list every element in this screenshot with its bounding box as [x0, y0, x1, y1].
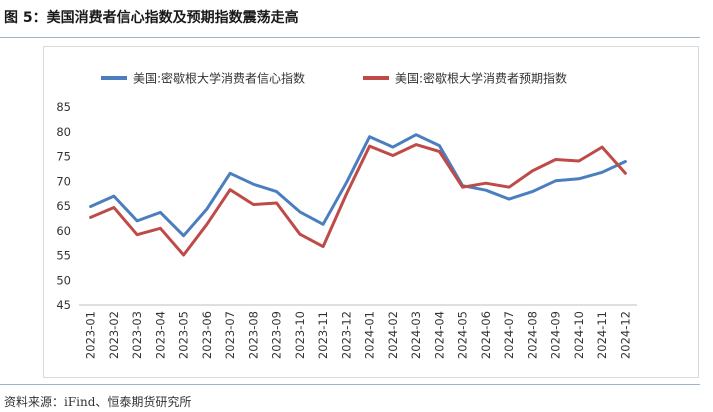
x-tick-label: 2024-06 — [479, 311, 493, 359]
y-tick-label: 55 — [56, 249, 71, 263]
confidence-line — [89, 133, 627, 238]
x-tick-label: 2024-12 — [618, 311, 632, 359]
x-tick-label: 2023-03 — [130, 311, 144, 359]
x-tick-label: 2024-04 — [432, 311, 446, 359]
x-tick-label: 2024-05 — [456, 311, 470, 359]
y-tick-label: 60 — [56, 224, 71, 238]
legend-label-confidence: 美国:密歇根大学消费者信心指数 — [133, 71, 305, 86]
x-tick-label: 2023-12 — [339, 311, 353, 359]
y-tick-label: 85 — [56, 100, 71, 114]
x-tick-label: 2023-06 — [200, 311, 214, 359]
legend: 美国:密歇根大学消费者信心指数 美国:密歇根大学消费者预期指数 — [101, 71, 567, 86]
x-tick-label: 2024-03 — [409, 311, 423, 359]
x-tick-label: 2024-10 — [572, 311, 586, 359]
source-note: 资料来源：iFind、恒泰期货研究所 — [4, 395, 192, 409]
x-tick-label: 2023-09 — [270, 311, 284, 359]
y-tick-label: 80 — [56, 125, 71, 139]
y-tick-label: 70 — [56, 174, 71, 188]
x-tick-label: 2024-11 — [595, 311, 609, 359]
x-tick-label: 2023-10 — [293, 311, 307, 359]
figure-title: 图 5：美国消费者信心指数及预期指数震荡走高 — [4, 10, 299, 26]
chart-frame — [43, 46, 699, 378]
x-tick-label: 2024-02 — [386, 311, 400, 359]
expectation-line — [89, 143, 627, 257]
x-tick-label: 2024-07 — [502, 311, 516, 359]
y-tick-label: 50 — [56, 273, 71, 287]
legend-label-expectation: 美国:密歇根大学消费者预期指数 — [395, 71, 567, 86]
x-tick-label: 2023-04 — [153, 311, 167, 359]
x-tick-label: 2023-08 — [246, 311, 260, 359]
line-chart: 美国:密歇根大学消费者信心指数 美国:密歇根大学消费者预期指数 45 50 55 60… — [43, 46, 699, 378]
y-axis: 45 50 55 60 65 70 75 80 85 — [56, 100, 71, 312]
x-tick-label: 2024-09 — [549, 311, 563, 359]
title-rule — [0, 37, 700, 38]
x-axis: 2023-01 2023-02 2023-03 2023-04 2023-05 2023-… — [79, 304, 637, 359]
y-tick-label: 65 — [56, 199, 71, 213]
x-tick-label: 2023-11 — [316, 311, 330, 359]
x-tick-label: 2024-08 — [525, 311, 539, 359]
x-tick-label: 2023-01 — [84, 311, 98, 359]
x-tick-label: 2023-07 — [223, 311, 237, 359]
source-rule — [0, 384, 700, 385]
y-tick-label: 75 — [56, 150, 71, 164]
x-tick-label: 2023-05 — [177, 311, 191, 359]
plot-area — [89, 133, 627, 257]
x-tick-label: 2023-02 — [107, 311, 121, 359]
y-tick-label: 45 — [56, 298, 71, 312]
x-tick-label: 2024-01 — [363, 311, 377, 359]
